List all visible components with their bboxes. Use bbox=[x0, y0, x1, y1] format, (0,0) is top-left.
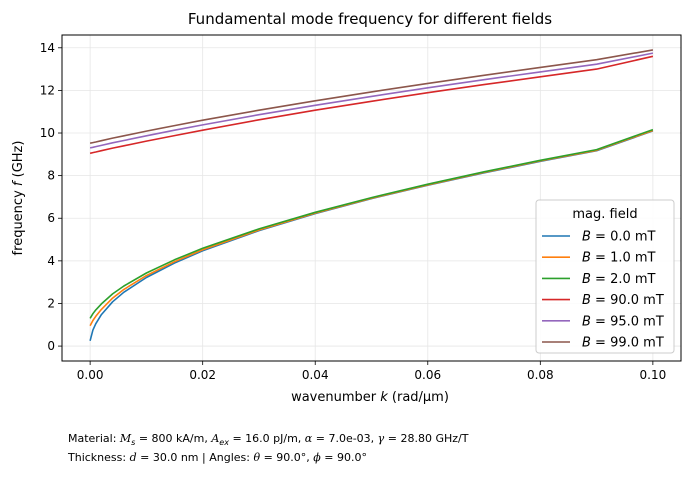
y-tick-label: 4 bbox=[47, 254, 55, 268]
series-line-4 bbox=[89, 52, 654, 149]
x-tick-label: 0.04 bbox=[302, 368, 329, 382]
x-tick-label: 0.02 bbox=[189, 368, 216, 382]
series-line-2 bbox=[89, 128, 654, 319]
y-tick-label: 6 bbox=[47, 211, 55, 225]
legend: mag. field B = 0.0 mT B = 1.0 mT B = 2.0 m… bbox=[535, 199, 675, 354]
y-tick-label: 14 bbox=[40, 41, 55, 55]
x-tick-label: 0.10 bbox=[640, 368, 667, 382]
y-tick-label: 8 bbox=[47, 169, 55, 183]
legend-box bbox=[535, 199, 675, 354]
x-tick-label: 0.06 bbox=[414, 368, 441, 382]
legend-entry-label: B = 0.0 mT bbox=[582, 230, 656, 245]
x-axis-ticks: 0.00 0.02 0.04 0.06 0.08 0.10 bbox=[77, 361, 666, 382]
y-tick-label: 12 bbox=[40, 83, 55, 97]
parameters-line-thickness: Thickness: d = 30.0 nm | Angles: θ = 90.… bbox=[68, 451, 367, 464]
x-tick-label: 0.00 bbox=[77, 368, 104, 382]
parameters-line-material: Material: Ms = 800 kA/m, Aex = 16.0 pJ/m… bbox=[68, 432, 469, 448]
y-tick-label: 2 bbox=[47, 296, 55, 310]
legend-title: mag. field bbox=[572, 207, 637, 222]
chart-title: Fundamental mode frequency for different… bbox=[188, 10, 552, 28]
legend-entry-label: B = 99.0 mT bbox=[582, 336, 664, 351]
y-axis-ticks: 0 2 4 6 8 10 12 14 bbox=[40, 41, 62, 353]
legend-entry-label: B = 1.0 mT bbox=[582, 251, 656, 266]
x-axis-label: wavenumber k (rad/µm) bbox=[291, 390, 449, 405]
y-tick-label: 10 bbox=[40, 126, 55, 140]
series-lines bbox=[89, 49, 654, 342]
legend-entry-label: B = 90.0 mT bbox=[582, 293, 664, 308]
x-tick-label: 0.08 bbox=[527, 368, 554, 382]
legend-items: B = 0.0 mT B = 1.0 mT B = 2.0 mT B = 90.0 m… bbox=[542, 230, 664, 351]
legend-entry-label: B = 95.0 mT bbox=[582, 314, 664, 329]
y-tick-label: 0 bbox=[47, 339, 55, 353]
y-axis-label: frequency f (GHz) bbox=[11, 141, 26, 256]
plot-area-frame bbox=[61, 34, 682, 362]
legend-entry-label: B = 2.0 mT bbox=[582, 272, 656, 287]
series-line-3 bbox=[89, 55, 654, 155]
series-line-5 bbox=[89, 49, 654, 144]
